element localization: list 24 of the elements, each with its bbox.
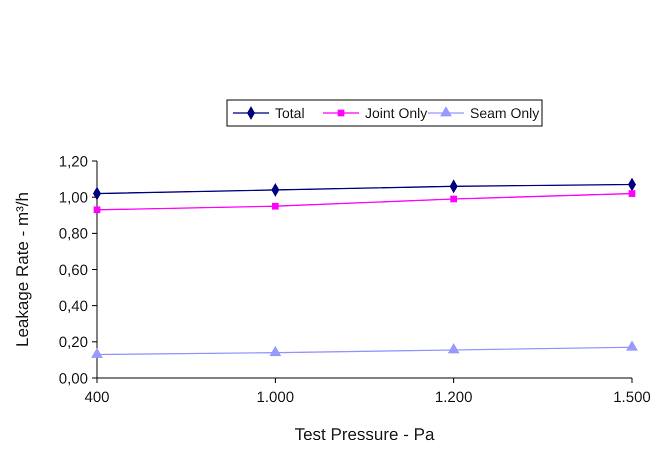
x-tick-label: 1.200 <box>434 389 472 406</box>
point <box>626 340 638 351</box>
x-tick-label: 400 <box>84 389 110 406</box>
y-tick-label: 1,00 <box>58 189 88 206</box>
y-axis-title: Leakage Rate - m³/h <box>13 192 32 347</box>
point <box>450 196 458 202</box>
legend-label: Joint Only <box>365 104 428 121</box>
legend-label: Seam Only <box>470 104 540 121</box>
point <box>91 348 103 358</box>
point <box>269 346 282 356</box>
y-tick-label: 0,80 <box>58 226 88 243</box>
point <box>628 190 636 197</box>
y-tick-label: 1,20 <box>58 153 88 170</box>
x-tick-label: 1.000 <box>256 389 294 406</box>
point <box>94 206 100 214</box>
y-tick-label: 0,20 <box>58 334 88 352</box>
point <box>448 343 460 354</box>
x-axis-title: Test Pressure - Pa <box>294 425 435 444</box>
point <box>272 202 279 210</box>
y-tick-label: 0,40 <box>58 298 88 315</box>
legend-label: Total <box>275 104 305 121</box>
y-tick-label: 0,60 <box>58 262 88 279</box>
x-tick-label: 1.500 <box>613 389 651 406</box>
y-tick-label: 0,00 <box>58 370 88 388</box>
